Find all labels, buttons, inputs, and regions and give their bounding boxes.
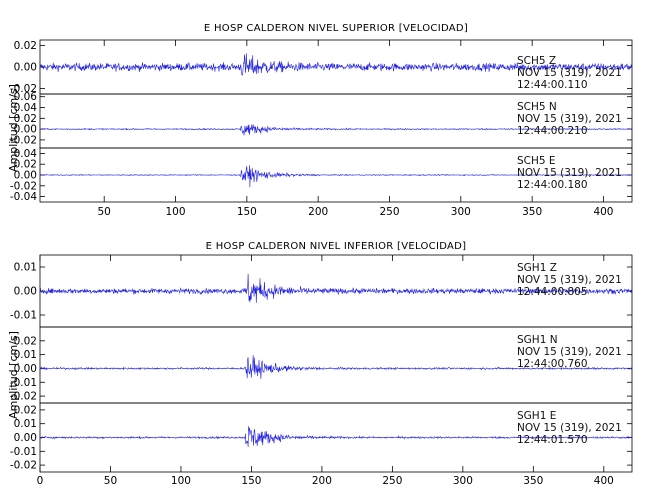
x-tick-label: 250 (379, 206, 399, 218)
record-date-label: NOV 15 (319), 2021 (517, 67, 622, 79)
record-date-label: NOV 15 (319), 2021 (517, 346, 622, 358)
y-tick-label: 0.00 (14, 124, 37, 136)
waveform-trace (39, 426, 633, 448)
y-tick-label: 0.00 (14, 170, 37, 182)
y-tick-label: -0.02 (10, 83, 37, 95)
station-component-label: SGH1 N (517, 334, 558, 346)
waveform-trace (39, 165, 633, 188)
y-tick-label: -0.02 (10, 134, 37, 146)
y-tick-label: -0.01 (10, 446, 37, 458)
y-tick-label: -0.02 (10, 460, 37, 472)
record-time-label: 12:44:01.570 (517, 434, 588, 446)
station-component-label: SCH5 Z (517, 55, 556, 67)
y-tick-label: 0.00 (14, 432, 37, 444)
station-component-label: SCH5 E (517, 155, 556, 167)
station-component-label: SGH1 E (517, 410, 556, 422)
y-tick-label: 0.00 (14, 62, 37, 74)
waveform-trace (39, 273, 633, 303)
chart-title: E HOSP CALDERON NIVEL SUPERIOR [VELOCIDA… (204, 23, 468, 34)
y-tick-label: 0.01 (14, 262, 37, 274)
waveform-trace (39, 53, 633, 76)
x-tick-label: 100 (165, 206, 185, 218)
y-tick-label: 0.04 (14, 102, 38, 114)
y-tick-label: -0.02 (10, 391, 37, 403)
waveform-trace (39, 355, 633, 379)
chart-title: E HOSP CALDERON NIVEL INFERIOR [VELOCIDA… (206, 241, 467, 252)
y-tick-label: 0.00 (14, 286, 37, 298)
y-tick-label: 0.02 (14, 113, 37, 125)
y-tick-label: 0.01 (14, 418, 37, 430)
x-tick-label: 250 (382, 475, 402, 487)
waveform-trace (39, 124, 633, 136)
y-tick-label: 0.02 (14, 335, 37, 347)
record-time-label: 12:44:00.180 (517, 179, 588, 191)
y-tick-label: -0.01 (10, 377, 37, 389)
x-tick-label: 300 (453, 475, 473, 487)
record-time-label: 12:44:00.805 (517, 286, 588, 298)
x-tick-label: 200 (312, 475, 332, 487)
y-tick-label: 0.00 (14, 363, 37, 375)
x-tick-label: 200 (308, 206, 328, 218)
y-tick-label: -0.02 (10, 180, 37, 192)
y-tick-label: -0.01 (10, 310, 37, 322)
y-tick-label: 0.02 (14, 40, 37, 52)
y-axis-label: Amplitud [cm/s] (7, 84, 20, 172)
x-tick-label: 150 (237, 206, 257, 218)
x-tick-label: 100 (171, 475, 191, 487)
station-component-label: SGH1 Z (517, 262, 557, 274)
record-time-label: 12:44:00.210 (517, 125, 588, 137)
y-tick-label: 0.02 (14, 404, 37, 416)
station-component-label: SCH5 N (517, 101, 557, 113)
record-date-label: NOV 15 (319), 2021 (517, 274, 622, 286)
x-tick-label: 50 (104, 475, 117, 487)
x-tick-label: 150 (241, 475, 261, 487)
y-axis-label: Amplitud [cm/s] (7, 331, 20, 419)
x-tick-label: 400 (594, 475, 614, 487)
x-tick-label: 0 (37, 475, 44, 487)
record-time-label: 12:44:00.760 (517, 358, 588, 370)
x-tick-label: 400 (593, 206, 613, 218)
record-time-label: 12:44:00.110 (517, 79, 588, 91)
y-tick-label: 0.04 (14, 148, 38, 160)
x-tick-label: 350 (522, 206, 542, 218)
record-date-label: NOV 15 (319), 2021 (517, 422, 622, 434)
y-tick-label: 0.01 (14, 349, 37, 361)
x-tick-label: 300 (451, 206, 471, 218)
y-tick-label: 0.02 (14, 159, 37, 171)
record-date-label: NOV 15 (319), 2021 (517, 167, 622, 179)
y-tick-label: -0.04 (10, 191, 37, 203)
y-tick-label: 0.06 (14, 91, 38, 103)
record-date-label: NOV 15 (319), 2021 (517, 113, 622, 125)
x-tick-label: 350 (523, 475, 543, 487)
x-tick-label: 50 (98, 206, 111, 218)
